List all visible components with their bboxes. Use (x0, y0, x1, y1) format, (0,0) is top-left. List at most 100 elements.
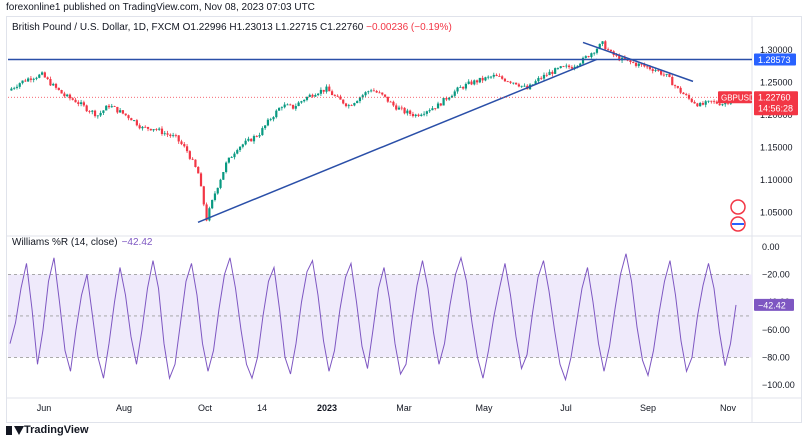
candle-body (230, 157, 233, 158)
candle-body (724, 102, 727, 105)
candle-body (38, 74, 41, 78)
symbol-badge (718, 91, 752, 104)
candle-body (29, 78, 33, 80)
candle-body (241, 144, 244, 147)
candle-body (515, 82, 518, 85)
candle-body (57, 87, 60, 91)
candle-body (303, 99, 306, 102)
candle-body (509, 81, 512, 83)
candle-body (710, 100, 713, 102)
falling-trendline (582, 41, 694, 83)
candle-body (113, 106, 116, 108)
candle-body (219, 179, 222, 188)
candle-body (258, 135, 261, 137)
candle-body (445, 97, 448, 100)
candle-body (403, 107, 406, 114)
candle-body (330, 91, 334, 96)
candle-body (132, 120, 136, 121)
candle-body (587, 56, 590, 58)
candle-body (199, 173, 203, 187)
indicator-info: Williams %R (14, close) −42.42 (12, 237, 152, 248)
candle-body (322, 89, 325, 92)
candle-body (378, 92, 381, 94)
candle-body (523, 85, 526, 87)
candle-body (428, 110, 431, 112)
candle-body (225, 162, 228, 173)
candle-body (233, 153, 236, 158)
candle-body (174, 135, 178, 137)
candle-body (534, 81, 537, 85)
candle-body (520, 85, 523, 87)
candle-body (598, 43, 601, 49)
candle-body (172, 135, 175, 137)
last-price-badge (754, 91, 798, 116)
candle-body (668, 73, 671, 77)
candle-body (110, 106, 113, 108)
candle-body (163, 133, 166, 135)
candle-body (651, 69, 654, 71)
candle-body (481, 77, 484, 81)
time-tick-label: Oct (198, 403, 213, 413)
candle-body (436, 103, 440, 109)
candle-body (144, 126, 147, 128)
candle-body (213, 193, 217, 200)
candle-body (637, 63, 640, 66)
candle-body (43, 72, 46, 78)
candle-body (537, 77, 540, 82)
candle-body (15, 86, 19, 88)
candle-body (68, 94, 72, 99)
time-tick-label: 2023 (317, 403, 337, 413)
candle-body (333, 95, 336, 96)
candle-body (116, 106, 119, 113)
candle-body (252, 136, 256, 142)
candle-body (205, 204, 208, 221)
candle-body (238, 146, 242, 151)
candle-body (216, 187, 219, 194)
rising-trendline (197, 58, 598, 223)
candle-body (548, 71, 551, 76)
candle-body (542, 74, 546, 79)
candle-body (626, 59, 629, 61)
time-tick-label: Nov (720, 403, 737, 413)
candle-body (105, 105, 108, 111)
candle-body (250, 138, 253, 142)
candle-body (634, 62, 638, 66)
candle-body (556, 68, 560, 69)
candle-body (71, 98, 74, 100)
candle-body (358, 97, 362, 102)
candle-body (687, 95, 691, 99)
candle-body (383, 94, 387, 97)
candle-body (422, 113, 426, 115)
candle-body (155, 129, 158, 130)
chart-frame (6, 16, 802, 423)
candle-body (439, 103, 442, 106)
candle-body (562, 66, 565, 68)
candle-body (18, 83, 21, 87)
candle-body (673, 85, 677, 87)
symbol-name: British Pound / U.S. Dollar, 1D, FXCM (12, 22, 180, 33)
candle-body (91, 110, 94, 112)
candle-body (381, 92, 384, 95)
candle-body (565, 65, 568, 67)
price-tick-label: 1.30000 (760, 45, 793, 55)
candle-body (693, 101, 696, 104)
candle-body (24, 80, 27, 82)
candle-body (300, 101, 303, 103)
candle-body (74, 99, 77, 103)
candle-body (305, 96, 309, 100)
candle-body (88, 111, 91, 112)
candle-body (146, 127, 150, 129)
candles (10, 40, 735, 222)
candle-body (166, 133, 169, 135)
wr-tick-label: −100.00 (762, 380, 795, 390)
candle-body (138, 125, 141, 129)
candle-body (453, 91, 456, 96)
candle-body (93, 110, 97, 117)
candle-body (63, 93, 66, 97)
candle-body (350, 105, 353, 107)
candle-body (10, 88, 13, 91)
candle-body (272, 117, 275, 120)
candle-body (353, 103, 356, 106)
candle-body (503, 78, 507, 82)
